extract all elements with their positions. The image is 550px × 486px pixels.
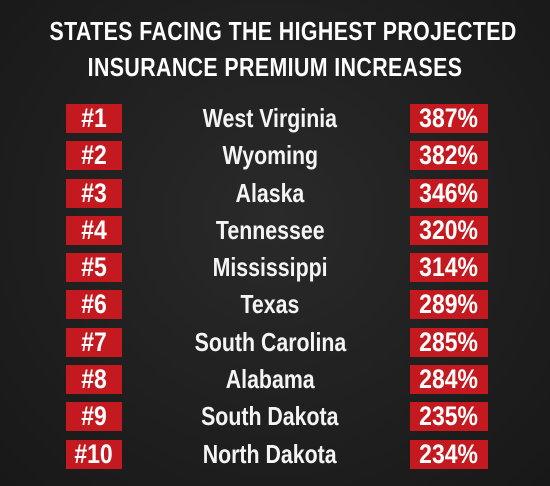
state-label: North Dakota bbox=[203, 438, 337, 469]
ranking-row: #3 Alaska 346% bbox=[0, 176, 550, 213]
increase-badge: 234% bbox=[410, 438, 488, 469]
rank-label: #2 bbox=[81, 140, 107, 171]
increase-badge: 285% bbox=[410, 326, 488, 357]
ranking-row: #6 Texas 289% bbox=[0, 287, 550, 324]
rank-badge: #1 bbox=[66, 104, 122, 133]
state-label: Alabama bbox=[225, 364, 315, 395]
rank-label: #7 bbox=[81, 326, 107, 357]
ranking-row: #7 South Carolina 285% bbox=[0, 325, 550, 362]
rank-badge: #6 bbox=[66, 289, 122, 320]
increase-badge: 320% bbox=[410, 214, 488, 245]
rank-badge: #3 bbox=[66, 177, 122, 208]
increase-label: 382% bbox=[419, 140, 479, 171]
ranking-row: #10 North Dakota 234% bbox=[0, 437, 550, 474]
increase-badge: 314% bbox=[410, 252, 488, 283]
state-name: Alabama bbox=[150, 362, 390, 399]
rank-label: #9 bbox=[81, 401, 107, 432]
state-name: Wyoming bbox=[150, 138, 390, 175]
title-line-2: INSURANCE PREMIUM INCREASES bbox=[87, 52, 463, 82]
rank-label: #5 bbox=[81, 252, 107, 283]
rank-label: #10 bbox=[74, 438, 114, 469]
rank-badge: #10 bbox=[66, 438, 122, 469]
increase-label: 289% bbox=[419, 289, 479, 320]
ranking-row: #5 Mississippi 314% bbox=[0, 250, 550, 287]
rank-label: #3 bbox=[81, 177, 107, 208]
increase-badge: 346% bbox=[410, 177, 488, 208]
state-name: North Dakota bbox=[150, 437, 390, 474]
state-name: Mississippi bbox=[150, 250, 390, 287]
ranking-row: #2 Wyoming 382% bbox=[0, 138, 550, 175]
ranking-row: #9 South Dakota 235% bbox=[0, 399, 550, 436]
rank-label: #6 bbox=[81, 289, 107, 320]
increase-label: 234% bbox=[419, 438, 479, 469]
rank-badge: #9 bbox=[66, 401, 122, 432]
rank-badge: #5 bbox=[66, 252, 122, 283]
increase-badge: 382% bbox=[410, 140, 488, 171]
increase-badge: 284% bbox=[410, 364, 488, 395]
rank-label: #4 bbox=[81, 214, 107, 245]
increase-badge: 289% bbox=[410, 289, 488, 320]
state-label: Alaska bbox=[235, 177, 305, 208]
state-name: Tennessee bbox=[150, 213, 390, 250]
state-label: Tennessee bbox=[215, 214, 325, 245]
increase-label: 284% bbox=[419, 364, 479, 395]
state-label: South Carolina bbox=[194, 326, 346, 357]
state-label: South Dakota bbox=[201, 401, 339, 432]
state-name: South Dakota bbox=[150, 399, 390, 436]
state-label: Texas bbox=[240, 289, 300, 320]
ranking-list: #1 West Virginia 387% #2 Wyoming 382% #3… bbox=[0, 101, 550, 474]
state-name: West Virginia bbox=[150, 101, 390, 138]
rank-label: #8 bbox=[81, 364, 107, 395]
ranking-row: #1 West Virginia 387% bbox=[0, 101, 550, 138]
rank-label: #1 bbox=[81, 103, 107, 133]
increase-label: 314% bbox=[419, 252, 479, 283]
increase-label: 235% bbox=[419, 401, 479, 432]
rank-badge: #2 bbox=[66, 140, 122, 171]
state-name: South Carolina bbox=[150, 325, 390, 362]
ranking-row: #4 Tennessee 320% bbox=[0, 213, 550, 250]
increase-badge: 235% bbox=[410, 401, 488, 432]
rank-badge: #7 bbox=[66, 326, 122, 357]
increase-badge: 387% bbox=[410, 104, 488, 133]
rank-badge: #4 bbox=[66, 214, 122, 245]
increase-label: 320% bbox=[419, 214, 479, 245]
state-name: Alaska bbox=[150, 176, 390, 213]
increase-label: 346% bbox=[419, 177, 479, 208]
state-name: Texas bbox=[150, 287, 390, 324]
title-line-1: STATES FACING THE HIGHEST PROJECTED bbox=[49, 16, 517, 46]
increase-label: 387% bbox=[419, 103, 479, 133]
increase-label: 285% bbox=[419, 326, 479, 357]
state-label: Mississippi bbox=[212, 252, 328, 283]
state-label: Wyoming bbox=[222, 140, 318, 171]
state-label: West Virginia bbox=[202, 103, 338, 133]
rank-badge: #8 bbox=[66, 364, 122, 395]
ranking-row: #8 Alabama 284% bbox=[0, 362, 550, 399]
